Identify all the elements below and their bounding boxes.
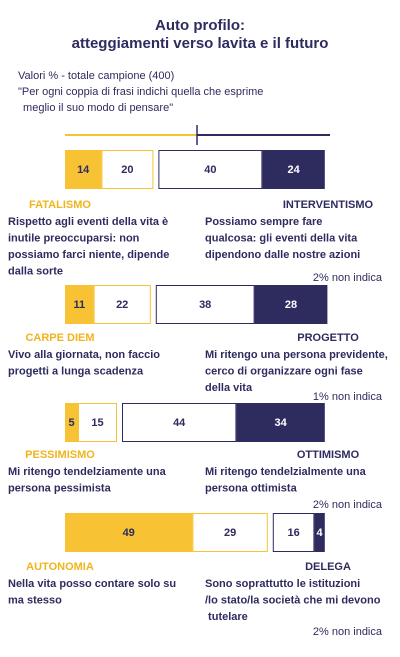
- left-label: PESSIMISMO: [25, 449, 95, 461]
- value-label: 15: [91, 417, 103, 429]
- bar-segment: [158, 150, 263, 189]
- value-label: 4: [317, 527, 324, 539]
- right-text: Mi ritengo una persona previdente,: [205, 349, 388, 361]
- bar-segment: [65, 285, 94, 324]
- value-label: 40: [204, 164, 216, 176]
- value-label: 44: [173, 417, 186, 429]
- bar-segment: [262, 150, 325, 189]
- left-text: Vivo alla giornata, non faccio: [8, 349, 160, 361]
- bar-segment: [236, 403, 325, 442]
- bar-segment: [122, 403, 237, 442]
- right-label: DELEGA: [305, 561, 351, 573]
- left-label: FATALISMO: [29, 199, 91, 211]
- value-label: 20: [121, 164, 133, 176]
- right-text: Mi ritengo tendelzialmente una: [205, 466, 367, 478]
- right-text: /lo stato/la società che mi devono: [205, 594, 381, 606]
- right-text: Sono soprattutto le istituzioni: [205, 578, 360, 590]
- value-label: 38: [199, 299, 211, 311]
- right-label: OTTIMISMO: [297, 449, 360, 461]
- value-label: 5: [68, 417, 74, 429]
- left-text: possiamo farci niente, dipende: [8, 249, 169, 261]
- value-label: 16: [287, 527, 299, 539]
- right-text: della vita: [205, 382, 253, 394]
- chart-title: Auto profilo:: [155, 17, 245, 34]
- left-text: Mi ritengo tendelziamente una: [8, 466, 167, 478]
- bar-segment: [192, 513, 268, 552]
- note: Valori % - totale campione (400): [18, 70, 174, 82]
- value-label: 29: [224, 527, 236, 539]
- value-label: 34: [274, 417, 287, 429]
- value-label: 24: [287, 164, 300, 176]
- left-text: dalla sorte: [8, 265, 63, 277]
- footnote: 2% non indica: [313, 626, 383, 638]
- right-text: dipendono dalle nostre azioni: [205, 249, 360, 261]
- left-text: inutile preoccuparsi: non: [8, 232, 140, 244]
- left-text: persona pessimista: [8, 482, 112, 494]
- value-label: 14: [77, 164, 90, 176]
- right-text: persona ottimista: [205, 482, 298, 494]
- footnote: 1% non indica: [313, 391, 383, 403]
- right-text: cerco di organizzare ogni fase: [205, 365, 363, 377]
- value-label: 11: [73, 299, 85, 311]
- bar-segment: [314, 513, 325, 552]
- right-text: Possiamo sempre fare: [205, 216, 322, 228]
- bar-segment: [65, 150, 102, 189]
- left-text: Nella vita posso contare solo su: [8, 578, 176, 590]
- note: meglio il suo modo di pensare": [20, 102, 173, 114]
- left-label: CARPE DIEM: [25, 332, 94, 344]
- bar-segment: [155, 285, 255, 324]
- left-text: ma stesso: [8, 594, 62, 606]
- value-label: 49: [123, 527, 135, 539]
- footnote: 2% non indica: [313, 272, 383, 284]
- left-label: AUTONOMIA: [26, 561, 94, 573]
- chart-title: atteggiamenti verso lavita e il futuro: [72, 35, 329, 52]
- left-text: progetti a lunga scadenza: [8, 365, 144, 377]
- bar-segment: [65, 513, 193, 552]
- bar-segment: [65, 403, 78, 442]
- bar-segment: [272, 513, 315, 552]
- value-label: 22: [116, 299, 128, 311]
- value-label: 28: [285, 299, 297, 311]
- footnote: 2% non indica: [313, 499, 383, 511]
- bar-segment: [93, 285, 151, 324]
- bar-segment: [254, 285, 328, 324]
- left-text: Rispetto agli eventi della vita è: [8, 216, 168, 228]
- bar-segment: [101, 150, 154, 189]
- note: "Per ogni coppia di frasi indichi quella…: [18, 86, 263, 98]
- right-text: qualcosa: gli eventi della vita: [205, 232, 358, 244]
- bar-segment: [78, 403, 117, 442]
- right-label: PROGETTO: [297, 332, 359, 344]
- right-text: tutelare: [205, 611, 248, 623]
- right-label: INTERVENTISMO: [283, 199, 374, 211]
